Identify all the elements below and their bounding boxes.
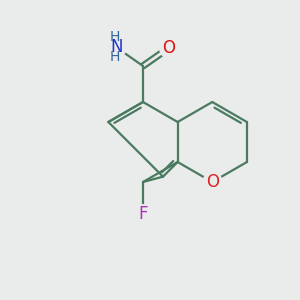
Text: F: F [138, 205, 148, 223]
Text: H: H [109, 30, 120, 44]
Text: O: O [163, 39, 176, 57]
Text: N: N [110, 38, 123, 56]
Text: O: O [206, 173, 219, 191]
Text: H: H [109, 50, 120, 64]
